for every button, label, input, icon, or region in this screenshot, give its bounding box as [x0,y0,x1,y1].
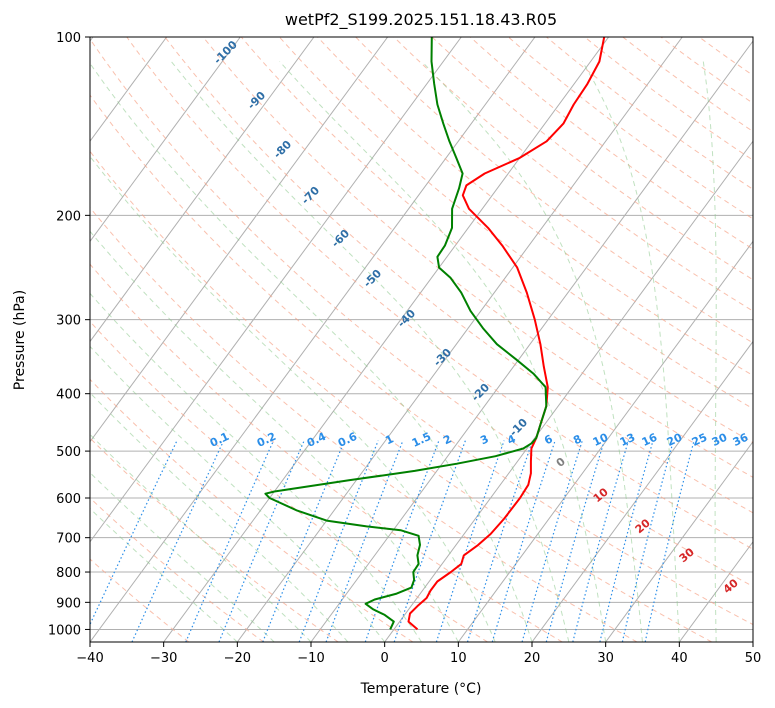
chart-title: wetPf2_S199.2025.151.18.43.R05 [285,10,557,30]
isotherm-gridline [163,37,610,642]
dry-adiabat [90,150,712,642]
mixing-ratio-label: 20 [665,431,685,449]
mixing-ratio-line [572,440,630,642]
y-tick-label: 600 [56,492,81,507]
dry-adiabat [393,37,753,312]
x-tick-label: −40 [76,651,103,666]
mixing-ratio-line [545,440,605,642]
y-tick-label: 100 [56,31,81,46]
y-axis-label: Pressure (hPa) [12,290,28,390]
dry-adiabat [240,37,753,444]
dry-adiabat [279,37,753,410]
mixing-ratio-label: 30 [710,431,730,449]
isotherm-gridline [384,140,753,642]
dry-adiabat [90,263,563,642]
x-tick-label: 10 [450,651,467,666]
dry-adiabat [90,320,488,642]
mixing-ratio-label: 36 [731,431,751,449]
dewpoint-profile [264,37,548,630]
dry-adiabat [90,378,414,642]
dry-adiabat [90,94,753,626]
isotherm-gridline [90,37,168,143]
isotherm-gridline [90,37,241,243]
mixing-ratio-line [621,440,674,642]
y-tick-label: 700 [56,532,81,547]
moist-adiabat [90,471,275,642]
mixing-ratio-line [599,440,654,642]
mixing-ratio-label: 25 [690,431,709,449]
mixing-ratio-line [466,440,534,642]
isotherm-gridline [90,37,315,343]
mixing-ratio-label: 13 [618,431,637,449]
moist-adiabat [90,392,349,642]
x-tick-label: 50 [745,651,762,666]
y-tick-label: 1000 [48,623,81,638]
y-tick-label: 500 [56,445,81,460]
dry-adiabat [90,206,638,642]
isotherm-gridline [90,37,536,642]
moist-adiabat [90,230,459,642]
y-tick-label: 200 [56,209,81,224]
x-tick-label: 0 [381,651,389,666]
data-layer [264,37,606,631]
mixing-ratio-label: 16 [640,431,660,449]
mixing-ratio-line [185,440,275,642]
x-tick-label: −10 [297,651,324,666]
moist-adiabat [90,155,496,642]
moist-adiabat [702,61,717,642]
dry-adiabat [584,37,753,161]
y-tick-label: 300 [56,314,81,329]
y-tick-label: 400 [56,388,81,403]
moist-adiabat [279,61,607,642]
x-tick-label: −30 [150,651,177,666]
mixing-ratio-label: 10 [591,431,611,449]
isotherm-gridline [236,37,683,642]
y-axis: 1000 900 800 700 600 500 400 300 200 100 [48,31,90,638]
x-tick-label: 30 [597,651,614,666]
dry-adiabat [90,38,753,587]
mixing-ratio-line [644,440,695,642]
mixing-ratio-line [491,440,556,642]
dry-adiabat [317,37,753,377]
dry-adiabat [469,37,753,250]
dry-adiabat [126,37,753,550]
plot-frame [89,36,754,643]
x-axis: −40 −30 −20 −10 0 10 20 30 40 50 [76,642,761,666]
mixing-ratio-line [364,440,440,642]
mixing-ratio-line [521,440,583,642]
moist-adiabat [90,62,533,642]
dry-adiabat [355,37,753,344]
moist-adiabat [421,61,643,642]
x-tick-label: 20 [524,651,541,666]
isotherm-gridline [605,440,753,642]
isotherm-gridline [531,340,753,642]
isotherm-gridline [90,37,389,443]
x-tick-label: −20 [224,651,251,666]
isotherm-gridline [457,240,753,642]
x-axis-label: Temperature (°C) [360,681,482,697]
moist-adiabat [581,61,680,642]
x-tick-label: 40 [671,651,688,666]
mixing-ratio-line [218,440,305,642]
reference-lines [90,37,753,642]
mixing-ratio-line [393,440,466,642]
y-tick-label: 800 [56,566,81,581]
grid-layer [90,37,753,642]
mixing-ratio-line [131,440,225,642]
moist-adiabat [90,345,386,642]
y-tick-label: 900 [56,596,81,611]
